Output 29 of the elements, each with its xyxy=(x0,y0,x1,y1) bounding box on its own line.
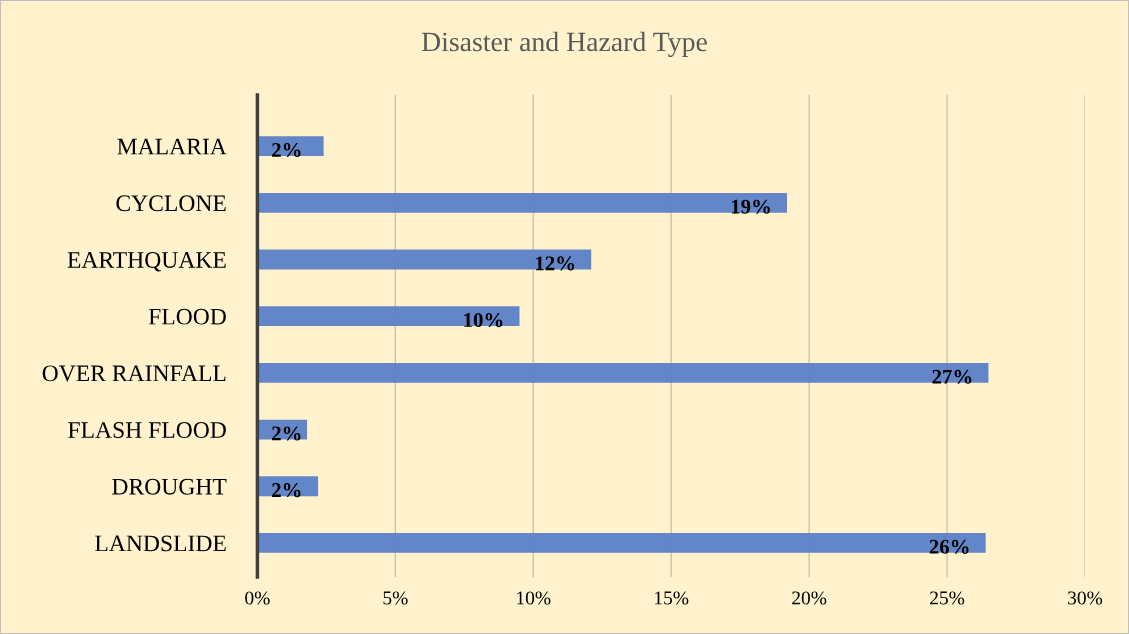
x-tick-label: 30% xyxy=(1068,591,1103,605)
bar xyxy=(257,362,989,383)
bar xyxy=(257,533,986,553)
data-label: 2% xyxy=(272,426,301,441)
x-tick-label: 25% xyxy=(930,591,965,605)
x-tick-label: 10% xyxy=(517,591,551,605)
data-label: 27% xyxy=(932,369,972,384)
y-tick-label: OVER RAINFALL xyxy=(42,365,226,382)
y-tick-label: DROUGHT xyxy=(112,478,227,495)
data-label: 12% xyxy=(536,256,575,271)
x-tick-label: 5% xyxy=(383,591,408,605)
bar xyxy=(257,306,520,327)
y-tick-label: FLOOD xyxy=(148,308,226,325)
data-label: 26% xyxy=(929,539,969,554)
data-label: 19% xyxy=(731,199,770,214)
y-tick-label: EARTHQUAKE xyxy=(67,252,226,272)
x-tick-label: 15% xyxy=(655,591,689,605)
x-tick-label: 0% xyxy=(245,591,270,605)
bar xyxy=(257,192,788,213)
data-label: 2% xyxy=(272,483,301,498)
chart-title: Disaster and Hazard Type xyxy=(421,31,707,58)
x-tick-label: 20% xyxy=(792,591,827,605)
data-label: 2% xyxy=(272,142,301,158)
y-tick-label: MALARIA xyxy=(117,138,227,155)
data-label: 10% xyxy=(464,313,503,328)
y-tick-label: CYCLONE xyxy=(116,195,226,212)
y-tick-label: LANDSLIDE xyxy=(95,535,226,552)
y-tick-label: FLASH FLOOD xyxy=(68,422,226,438)
bar xyxy=(257,249,592,270)
